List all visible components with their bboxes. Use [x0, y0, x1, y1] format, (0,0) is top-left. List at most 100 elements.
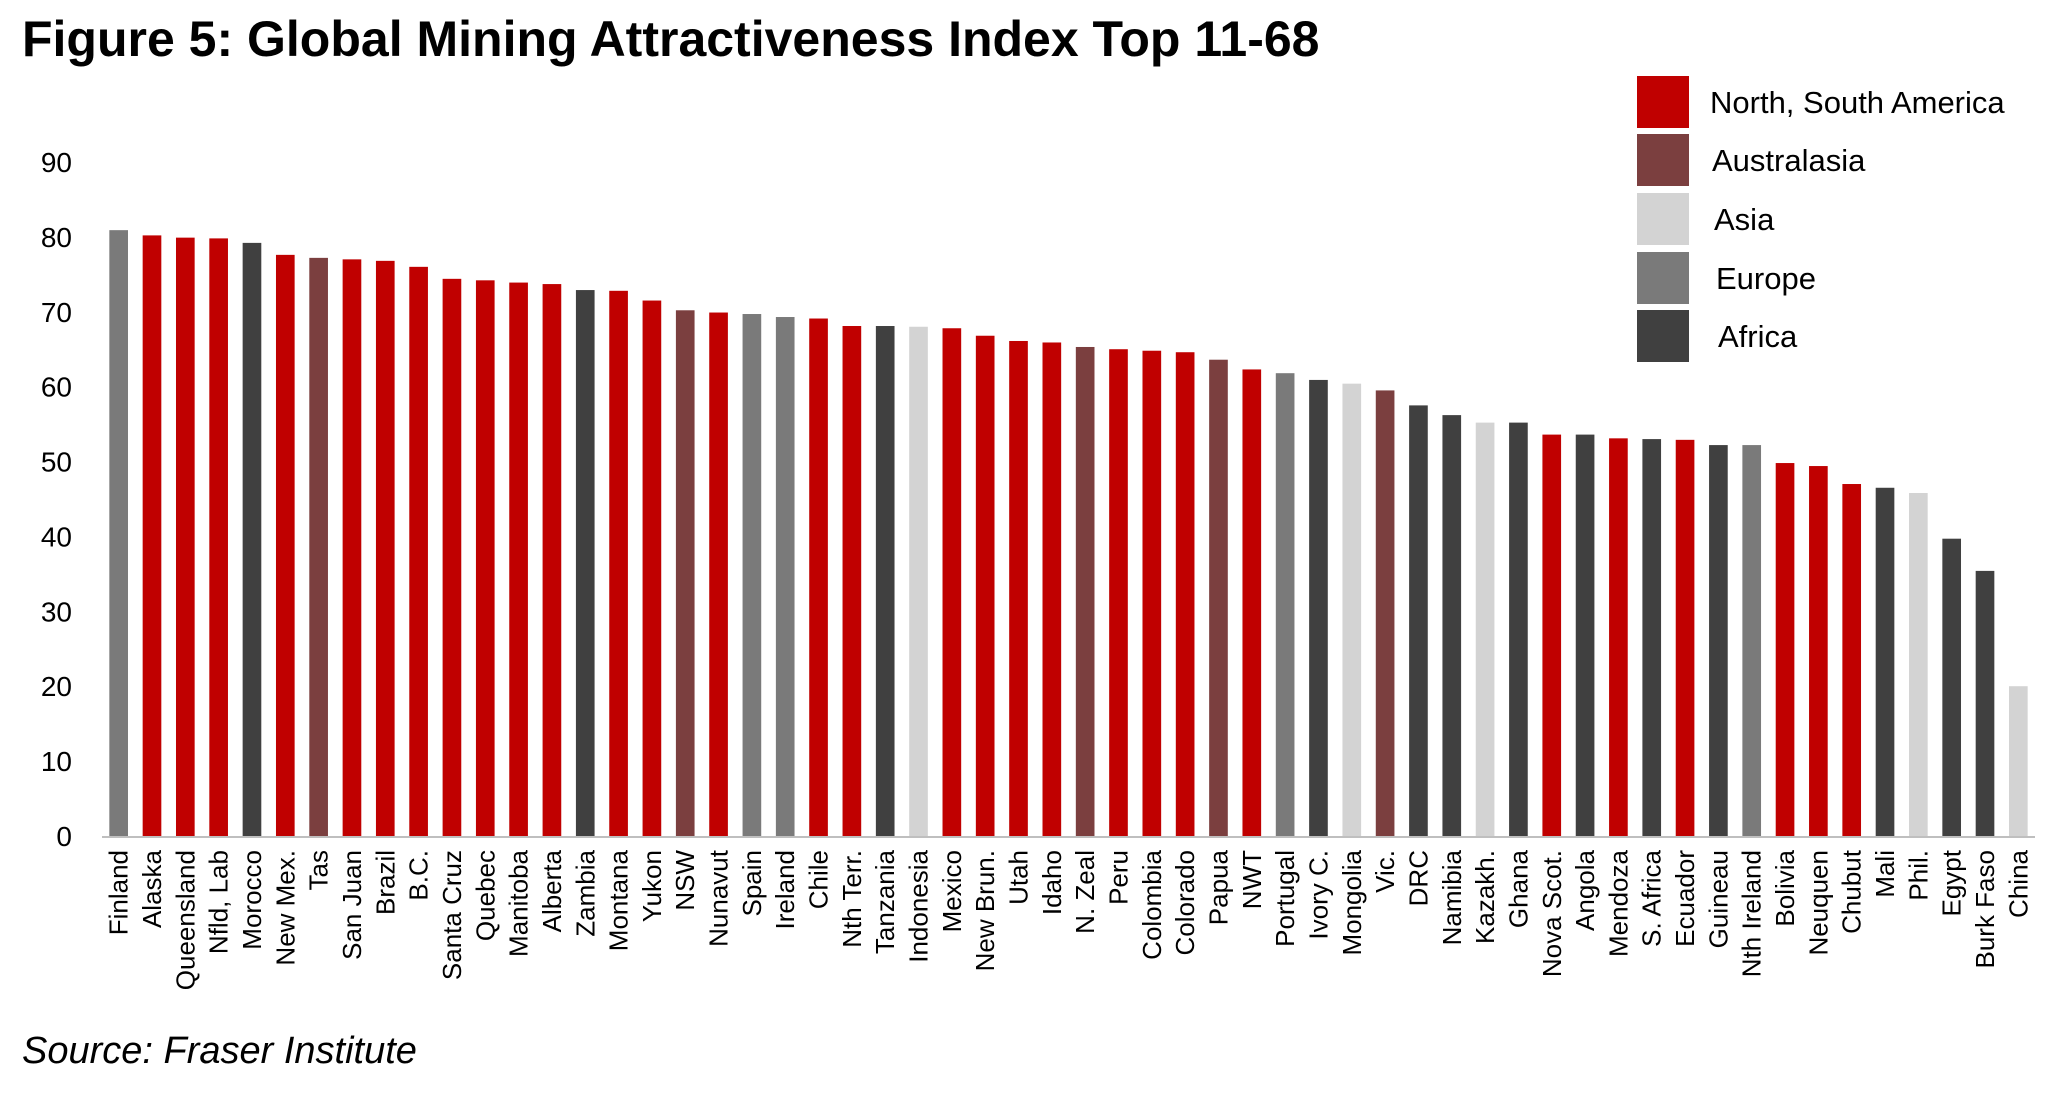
x-tick-label: Quebec — [470, 850, 500, 941]
x-tick-label: Idaho — [1037, 850, 1067, 915]
x-tick-label: Nunavut — [704, 849, 734, 947]
bar-portugal — [1275, 373, 1295, 836]
bar-indonesia — [909, 326, 928, 836]
chart-source: Source: Fraser Institute — [22, 1030, 417, 1072]
x-tick-label: Portugal — [1270, 850, 1300, 947]
bar-angola — [1575, 434, 1595, 836]
x-tick-label: Brazil — [370, 850, 400, 915]
legend-label: North, South America — [1710, 85, 2005, 120]
bar-morocco — [242, 242, 262, 836]
bar-santa-cruz — [442, 278, 462, 837]
bar-montana — [609, 290, 628, 836]
bar-nova-scot — [1542, 434, 1562, 836]
x-tick-label: Chile — [804, 850, 834, 909]
bar-ghana — [1509, 422, 1528, 836]
x-tick-label: Ivory C. — [1303, 850, 1333, 940]
bar-idaho — [1042, 342, 1062, 836]
bar-neuquen — [1809, 466, 1828, 836]
x-tick-label: Queensland — [170, 850, 200, 990]
y-tick-label: 20 — [41, 671, 72, 702]
legend-swatch — [1637, 252, 1689, 304]
y-tick-label: 40 — [41, 521, 72, 552]
x-tick-label: Tas — [304, 850, 334, 890]
y-axis: 0 10 20 30 40 50 60 70 80 90 — [41, 147, 72, 852]
y-tick-label: 90 — [41, 147, 72, 178]
bar-san-juan — [342, 259, 362, 836]
bar-nunavut — [709, 312, 728, 836]
x-tick-label: Spain — [737, 850, 767, 917]
bar-kazakh — [1475, 422, 1495, 836]
bar-colombia — [1142, 350, 1162, 836]
bar-tas — [309, 257, 328, 836]
bar-tanzania — [875, 326, 895, 836]
bar-utah — [1009, 340, 1028, 836]
x-tick-label: Santa Cruz — [437, 850, 467, 980]
bar-drc — [1409, 405, 1428, 836]
x-tick-label: Phil. — [1903, 850, 1933, 901]
y-tick-label: 80 — [41, 222, 72, 253]
bar-namibia — [1442, 415, 1462, 836]
x-tick-label: Guineau — [1703, 850, 1733, 948]
x-tick-label: Nth Ireland — [1737, 850, 1767, 977]
chart-title: Figure 5: Global Mining Attractiveness I… — [22, 11, 1320, 67]
bar-nsw — [675, 310, 695, 836]
x-tick-label: Egypt — [1937, 849, 1967, 916]
x-tick-label: Alaska — [137, 849, 167, 928]
bar-alaska — [142, 235, 162, 836]
x-tick-label: Mexico — [937, 850, 967, 932]
x-tick-label: Kazakh. — [1470, 850, 1500, 944]
x-tick-label: San Juan — [337, 850, 367, 960]
bar-s-africa — [1642, 439, 1662, 836]
x-tick-label: Utah — [1004, 850, 1034, 905]
bar-ireland — [775, 317, 795, 836]
bar-chubut — [1842, 484, 1862, 836]
bar-nth-terr — [842, 326, 862, 836]
bar-quebec — [475, 280, 495, 836]
bar-b-c — [409, 266, 428, 837]
x-axis-labels: Finland Alaska Queensland Nfld, Lab Morocco N… — [104, 849, 2034, 990]
x-tick-label: Vic. — [1370, 850, 1400, 893]
bar-brazil — [375, 260, 395, 837]
bar-bolivia — [1775, 463, 1795, 836]
x-tick-label: S. Africa — [1637, 849, 1667, 946]
y-tick-label: 0 — [56, 821, 72, 852]
x-tick-label: Zambia — [570, 849, 600, 936]
bar-ivory-c — [1309, 379, 1328, 836]
x-tick-label: New Brun. — [970, 850, 1000, 971]
x-tick-label: Nova Scot. — [1537, 850, 1567, 977]
x-tick-label: Namibia — [1437, 849, 1467, 945]
x-tick-label: NSW — [670, 850, 700, 911]
bar-peru — [1109, 349, 1128, 836]
legend: North, South America Australasia Asia Europ… — [1637, 76, 2005, 362]
bar-n-zeal — [1075, 346, 1095, 836]
x-tick-label: DRC — [1403, 850, 1433, 906]
x-tick-label: NWT — [1237, 850, 1267, 909]
x-tick-label: Yukon — [637, 850, 667, 922]
x-tick-label: New Mex. — [270, 850, 300, 966]
legend-label: Africa — [1718, 319, 1798, 354]
x-tick-label: Finland — [104, 850, 134, 935]
bar-finland — [109, 230, 128, 836]
bar-mendoza — [1609, 438, 1628, 836]
legend-label: Europe — [1716, 261, 1816, 296]
x-tick-label: Indonesia — [904, 849, 934, 962]
bar-alberta — [542, 284, 562, 836]
x-tick-label: China — [2003, 849, 2033, 917]
bars-group — [109, 230, 2028, 837]
bar-chile — [809, 318, 828, 836]
x-tick-label: Ireland — [770, 850, 800, 930]
x-tick-label: Mendoza — [1603, 849, 1633, 956]
x-tick-label: Bolivia — [1770, 849, 1800, 926]
bar-guineau — [1709, 445, 1728, 836]
x-tick-label: Papua — [1203, 849, 1233, 925]
x-tick-label: Angola — [1570, 849, 1600, 930]
bar-burk-faso — [1975, 570, 1995, 836]
legend-label: Asia — [1714, 202, 1775, 237]
x-tick-label: Peru — [1103, 850, 1133, 905]
legend-label: Australasia — [1712, 143, 1866, 178]
x-tick-label: Mongolia — [1337, 849, 1367, 955]
bar-queensland — [175, 237, 195, 836]
bar-papua — [1209, 359, 1228, 836]
bar-china — [2009, 686, 2028, 836]
bar-nth-ireland — [1742, 445, 1762, 836]
